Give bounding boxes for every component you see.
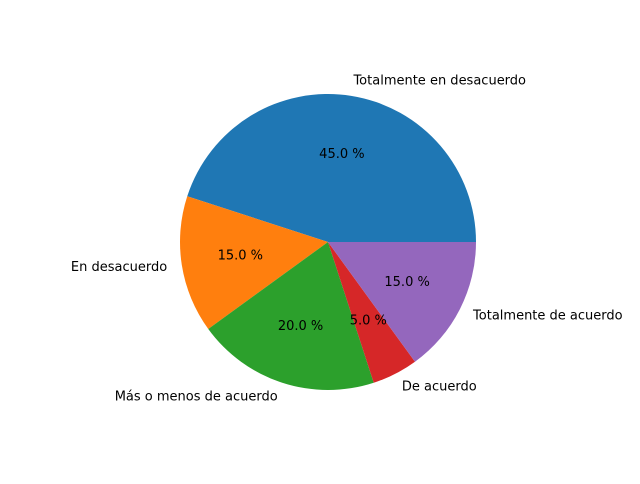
pie-slice bbox=[187, 93, 476, 242]
pie-slice bbox=[179, 196, 328, 329]
pie-slice bbox=[208, 242, 374, 391]
slice-label: Más o menos de acuerdo bbox=[115, 389, 278, 404]
slice-label: En desacuerdo bbox=[71, 260, 167, 275]
slice-percent-label: 5.0 % bbox=[350, 314, 387, 329]
slice-label: Totalmente en desacuerdo bbox=[352, 74, 526, 89]
pie-slice bbox=[328, 242, 476, 362]
pie-slices bbox=[179, 93, 476, 391]
slice-label: De acuerdo bbox=[402, 380, 477, 395]
category-labels: Totalmente en desacuerdo En desacuerdo Más… bbox=[71, 74, 623, 405]
percent-labels: 45.0 % 15.0 % 20.0 % 5.0 % 15.0 % bbox=[218, 147, 430, 334]
slice-percent-label: 15.0 % bbox=[384, 275, 429, 290]
slice-percent-label: 20.0 % bbox=[278, 319, 323, 334]
pie-slice bbox=[328, 242, 415, 383]
slice-percent-label: 45.0 % bbox=[319, 147, 364, 162]
slice-label: Totalmente de acuerdo bbox=[472, 308, 623, 323]
slice-percent-label: 15.0 % bbox=[218, 248, 263, 263]
